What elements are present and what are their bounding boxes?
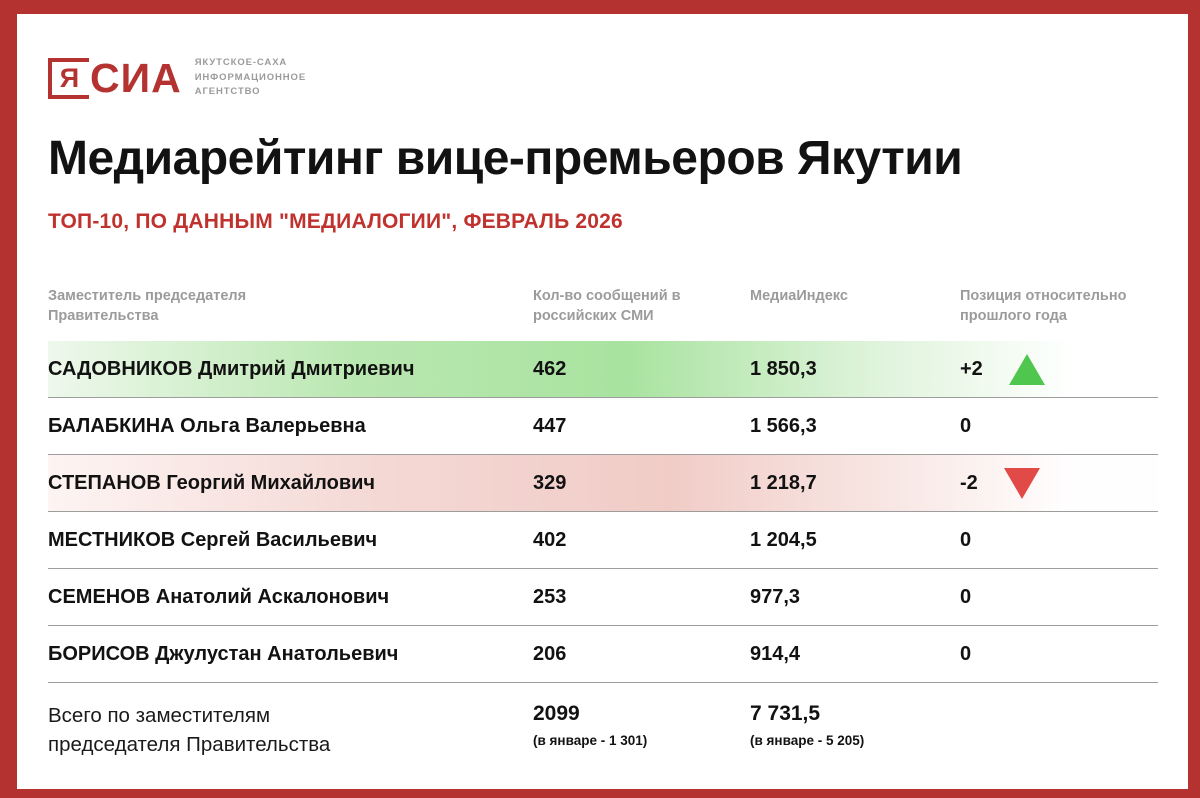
messages-count: 253 [533, 585, 567, 608]
position-value: -2 [960, 471, 978, 494]
agency-logo: Я СИА ЯКУТСКОЕ-САХА ИНФОРМАЦИОННОЕ АГЕНТ… [48, 55, 1158, 101]
page-subtitle: ТОП-10, ПО ДАННЫМ "МЕДИАЛОГИИ", ФЕВРАЛЬ … [48, 210, 623, 233]
table-row: САДОВНИКОВ Дмитрий Дмитриевич 462 1 850,… [48, 341, 1158, 398]
table-row: МЕСТНИКОВ Сергей Васильевич 402 1 204,5 … [48, 512, 1158, 569]
messages-count: 402 [533, 528, 567, 551]
table-row: СЕМЕНОВ Анатолий Аскалонович 253 977,3 0 [48, 569, 1158, 626]
logo-tagline-line: ЯКУТСКОЕ-САХА [194, 56, 288, 68]
total-media-index-note: (в январе - 5 205) [750, 733, 865, 748]
position-value: 0 [960, 585, 972, 608]
media-index: 914,4 [750, 642, 801, 665]
deputy-name: МЕСТНИКОВ Сергей Васильевич [48, 528, 378, 551]
page-title: Медиарейтинг вице-премьеров Якутии [48, 132, 963, 185]
column-header-messages: Кол-во сообщений в российских СМИ [533, 288, 681, 324]
table-row: БОРИСОВ Джулустан Анатольевич 206 914,4 … [48, 626, 1158, 683]
total-media-index-value: 7 731,5 [750, 702, 821, 725]
media-index: 1 850,3 [750, 357, 817, 380]
position-cell: 0 [960, 643, 1158, 666]
total-label: Всего по заместителям председателя Прави… [48, 704, 331, 756]
logo-tagline: ЯКУТСКОЕ-САХА ИНФОРМАЦИОННОЕ АГЕНТСТВО [195, 56, 306, 100]
total-messages-note: (в январе - 1 301) [533, 733, 648, 748]
position-value: +2 [960, 357, 983, 380]
deputy-name: САДОВНИКОВ Дмитрий Дмитриевич [48, 357, 415, 380]
column-header-deputy: Заместитель председателя Правительства [48, 288, 247, 324]
position-value: 0 [960, 528, 972, 551]
media-index: 1 218,7 [750, 471, 817, 494]
card: Я СИА ЯКУТСКОЕ-САХА ИНФОРМАЦИОННОЕ АГЕНТ… [17, 14, 1188, 789]
messages-count: 462 [533, 357, 567, 380]
total-row: Всего по заместителям председателя Прави… [48, 683, 1158, 759]
position-cell: +2 [960, 353, 1158, 385]
table-row: БАЛАБКИНА Ольга Валерьевна 447 1 566,3 0 [48, 398, 1158, 455]
logo-bracket-icon: Я [48, 57, 89, 99]
position-cell: 0 [960, 415, 1158, 438]
column-header-position: Позиция относительно прошлого года [960, 288, 1127, 324]
media-index: 1 204,5 [750, 528, 817, 551]
table-body: САДОВНИКОВ Дмитрий Дмитриевич 462 1 850,… [48, 341, 1158, 683]
deputy-name: БОРИСОВ Джулустан Анатольевич [48, 642, 399, 665]
table-header: Заместитель председателя Правительства К… [48, 286, 1158, 341]
logo-tagline-line: ИНФОРМАЦИОННОЕ [194, 71, 307, 83]
media-index: 977,3 [750, 585, 801, 608]
media-index: 1 566,3 [750, 414, 817, 437]
total-messages-cell: 2099 (в январе - 1 301) [533, 702, 750, 748]
logo-tagline-line: АГЕНТСТВО [194, 86, 261, 98]
trend-down-icon [1003, 467, 1040, 499]
table-row: СТЕПАНОВ Георгий Михайлович 329 1 218,7 … [48, 455, 1158, 512]
trend-up-icon [1008, 353, 1045, 385]
position-value: 0 [960, 642, 972, 665]
position-cell: -2 [960, 467, 1158, 499]
column-header-media-index: МедиаИндекс [750, 288, 848, 304]
logo-bracket-letter: Я [59, 62, 80, 93]
logo-wordmark: Я СИА [48, 54, 182, 101]
total-messages-value: 2099 [533, 702, 580, 725]
deputy-name: СЕМЕНОВ Анатолий Аскалонович [48, 585, 390, 608]
position-cell: 0 [960, 529, 1158, 552]
messages-count: 206 [533, 642, 567, 665]
deputy-name: СТЕПАНОВ Георгий Михайлович [48, 471, 376, 494]
position-value: 0 [960, 414, 972, 437]
messages-count: 447 [533, 414, 567, 437]
deputy-name: БАЛАБКИНА Ольга Валерьевна [48, 414, 366, 437]
position-cell: 0 [960, 586, 1158, 609]
messages-count: 329 [533, 471, 567, 494]
logo-text: СИА [90, 54, 182, 101]
content: Я СИА ЯКУТСКОЕ-САХА ИНФОРМАЦИОННОЕ АГЕНТ… [17, 14, 1188, 759]
total-media-index-cell: 7 731,5 (в январе - 5 205) [750, 702, 960, 748]
